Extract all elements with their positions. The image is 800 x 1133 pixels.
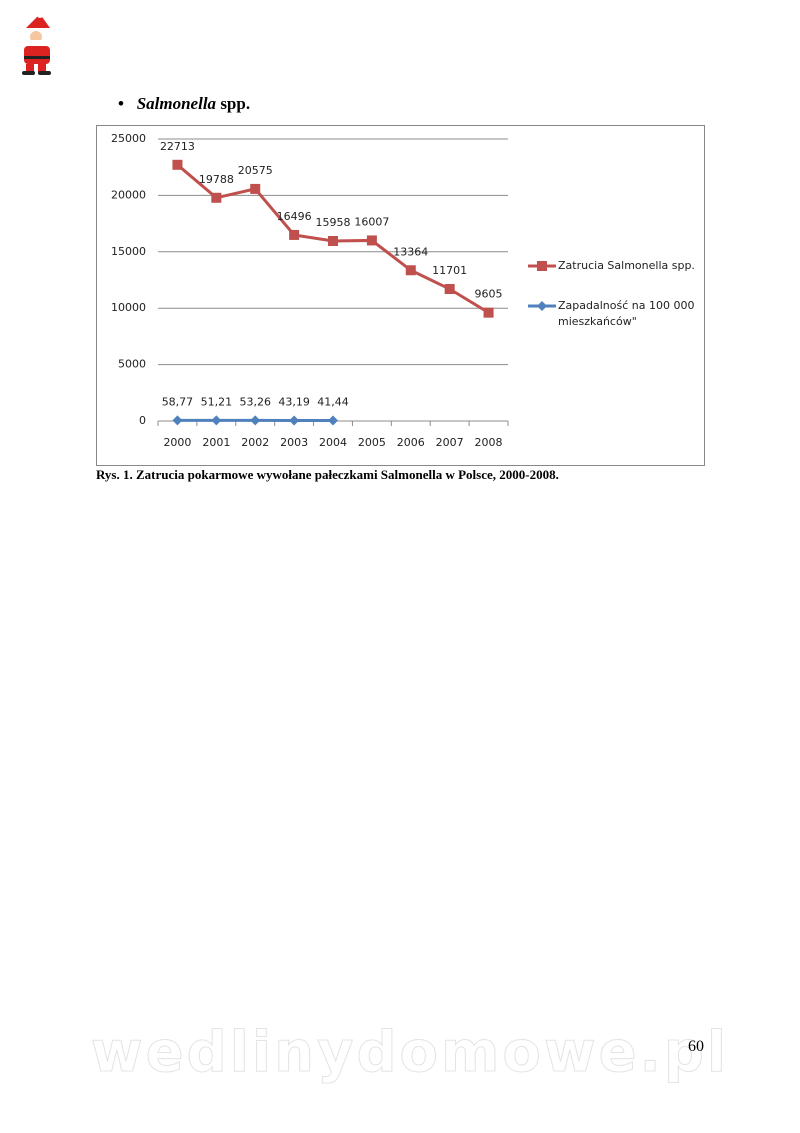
legend-label: Zapadalność na 100 000 mieszkańców" bbox=[558, 299, 695, 328]
data-label: 11701 bbox=[432, 264, 467, 277]
marker bbox=[289, 415, 300, 426]
x-tick-label: 2008 bbox=[475, 436, 503, 449]
y-tick-label: 15000 bbox=[111, 245, 146, 258]
heading-italic: Salmonella bbox=[136, 94, 217, 113]
marker bbox=[211, 415, 222, 426]
x-tick-label: 2006 bbox=[397, 436, 425, 449]
marker bbox=[444, 284, 455, 295]
data-label: 9605 bbox=[475, 288, 503, 301]
legend-entry: Zatrucia Salmonella spp. bbox=[528, 258, 708, 274]
watermark: wedlinydomowe.pl bbox=[90, 1020, 730, 1086]
data-label: 58,77 bbox=[162, 395, 194, 408]
x-tick-label: 2004 bbox=[319, 436, 347, 449]
marker bbox=[250, 183, 261, 194]
marker bbox=[289, 229, 300, 240]
data-label: 15958 bbox=[316, 216, 351, 229]
marker bbox=[328, 415, 338, 426]
legend-entry: Zapadalność na 100 000 mieszkańców" bbox=[528, 298, 708, 330]
legend-swatch bbox=[528, 301, 556, 311]
data-label: 16496 bbox=[277, 210, 312, 223]
y-tick-label: 5000 bbox=[118, 358, 146, 371]
marker bbox=[366, 235, 377, 246]
marker bbox=[483, 307, 494, 318]
x-tick-label: 2003 bbox=[280, 436, 308, 449]
santa-icon bbox=[22, 12, 52, 75]
data-label: 43,19 bbox=[278, 396, 310, 409]
y-tick-label: 25000 bbox=[111, 132, 146, 145]
data-label: 22713 bbox=[160, 140, 195, 153]
marker bbox=[537, 261, 547, 271]
marker bbox=[172, 415, 183, 426]
x-tick-label: 2005 bbox=[358, 436, 386, 449]
heading: • Salmonella spp. bbox=[118, 94, 250, 114]
marker bbox=[328, 235, 338, 246]
heading-rest: spp. bbox=[220, 94, 251, 113]
data-label: 19788 bbox=[199, 173, 234, 186]
data-label: 16007 bbox=[354, 215, 389, 228]
marker bbox=[405, 265, 416, 276]
marker bbox=[211, 192, 222, 203]
data-label: 41,44 bbox=[317, 396, 349, 409]
data-label: 20575 bbox=[238, 164, 273, 177]
x-tick-label: 2001 bbox=[202, 436, 230, 449]
data-label: 53,26 bbox=[239, 395, 271, 408]
legend-swatch bbox=[528, 261, 556, 271]
caption: Rys. 1. Zatrucia pokarmowe wywołane pałe… bbox=[96, 467, 559, 482]
data-label: 13364 bbox=[393, 245, 428, 258]
y-tick-label: 0 bbox=[139, 414, 146, 427]
marker bbox=[250, 415, 261, 426]
page-number: 60 bbox=[688, 1038, 704, 1055]
chart: 0 5000 10000 15000 20000 25000 2000 2001 2002 200… bbox=[96, 125, 705, 466]
legend-label: Zatrucia Salmonella spp. bbox=[558, 259, 695, 272]
marker bbox=[172, 159, 183, 170]
y-tick-label: 10000 bbox=[111, 301, 146, 314]
legend: Zatrucia Salmonella spp. Zapadalność na 1… bbox=[528, 258, 708, 354]
y-tick-label: 20000 bbox=[111, 188, 146, 201]
x-tick-label: 2007 bbox=[436, 436, 464, 449]
data-label: 51,21 bbox=[201, 395, 233, 408]
x-tick-label: 2002 bbox=[241, 436, 269, 449]
marker bbox=[537, 301, 547, 311]
bullet: • bbox=[118, 94, 124, 113]
x-tick-label: 2000 bbox=[163, 436, 191, 449]
